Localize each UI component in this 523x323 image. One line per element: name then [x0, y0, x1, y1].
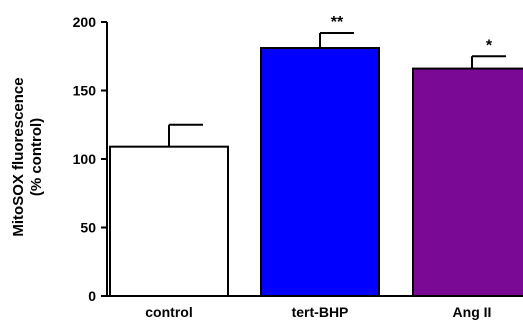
y-tick-label: 50 [80, 220, 96, 236]
y-axis-title-line-2: (% control) [28, 118, 45, 196]
x-tick-label-Ang II: Ang II [453, 304, 492, 320]
y-ticks: 0 50 100 150 200 [73, 14, 107, 304]
y-axis-title: MitoSOX fluorescence (% control) [10, 77, 45, 236]
bar-Ang II [412, 67, 523, 297]
bar-tert-BHP [260, 47, 380, 297]
significance-marker-Ang II: * [486, 37, 493, 54]
y-tick-label: 200 [73, 14, 97, 30]
x-tick-label-tert-BHP: tert-BHP [292, 304, 349, 320]
x-tick-label-control: control [145, 304, 192, 320]
y-tick-label: 0 [88, 288, 96, 304]
y-tick-label: 150 [73, 83, 97, 99]
bar-control [109, 145, 229, 297]
significance-marker-tert-BHP: ** [331, 14, 344, 31]
y-axis-title-line-1: MitoSOX fluorescence [10, 77, 27, 236]
y-tick-label: 100 [73, 151, 97, 167]
x-axis-labels: control tert-BHP Ang II [145, 304, 491, 320]
bars: *** [109, 14, 523, 297]
